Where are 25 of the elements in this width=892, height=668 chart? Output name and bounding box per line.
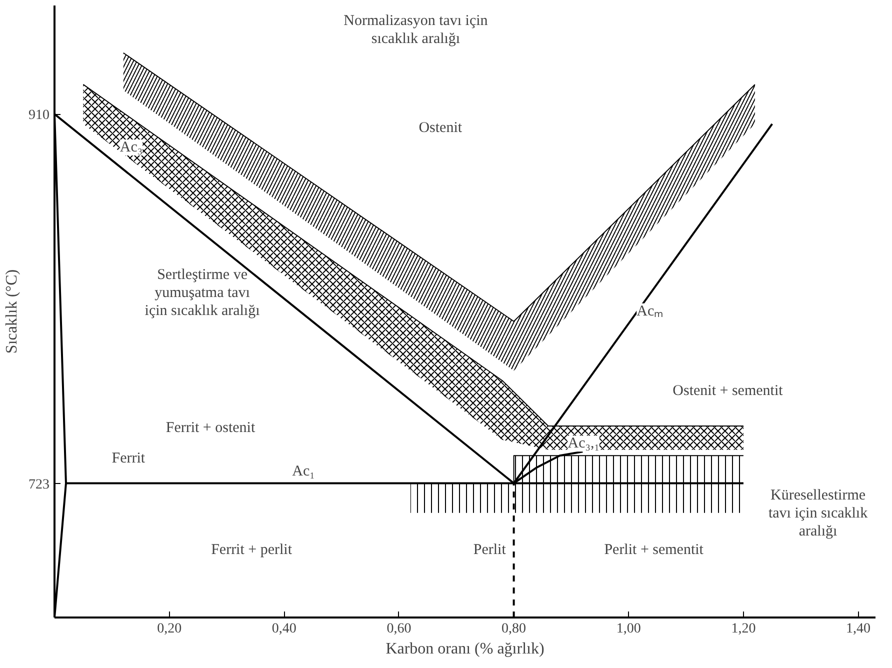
annotation: Ac₃,₁ [568, 436, 600, 452]
annotation: Ac₃ [120, 139, 143, 156]
x-tick-label: 1,20 [731, 622, 756, 636]
x-tick-label: 0,20 [157, 622, 182, 636]
annotation: Ac₁ [292, 463, 315, 480]
annotation: Ostenit [418, 120, 463, 136]
x-tick-label: 0,40 [272, 622, 296, 636]
x-tick-label: 1,00 [616, 622, 641, 636]
annotation: Ferrit [112, 450, 146, 466]
y-tick-label: 910 [28, 108, 50, 124]
x-tick-label: 1,40 [846, 622, 871, 636]
annotation: Ostenit + sementit [672, 383, 784, 400]
annotation: Acₘ [636, 303, 664, 320]
x-axis-title: Karbon oranı (% ağırlık) [386, 640, 544, 658]
annotation: Sertleştirme ve yumuşatma tavı için sıcaklık aralığı [144, 267, 260, 320]
annotation: Perlit [473, 542, 507, 558]
x-tick-label: 0,80 [502, 622, 526, 636]
annotation: Perlit + sementit [604, 542, 704, 558]
annotation: Küresellestirme tavı için sıcaklık aralığı [768, 487, 868, 540]
annotation: Ferrit + perlit [211, 542, 293, 558]
y-tick-label: 723 [28, 477, 50, 492]
annotation: Normalizasyon tavı için sıcaklık aralığı [344, 12, 488, 47]
y-axis-title: Sıcaklık (°C) [4, 269, 20, 354]
annotation: Ferrit + ostenit [166, 420, 256, 436]
x-tick-label: 0,60 [386, 622, 412, 636]
